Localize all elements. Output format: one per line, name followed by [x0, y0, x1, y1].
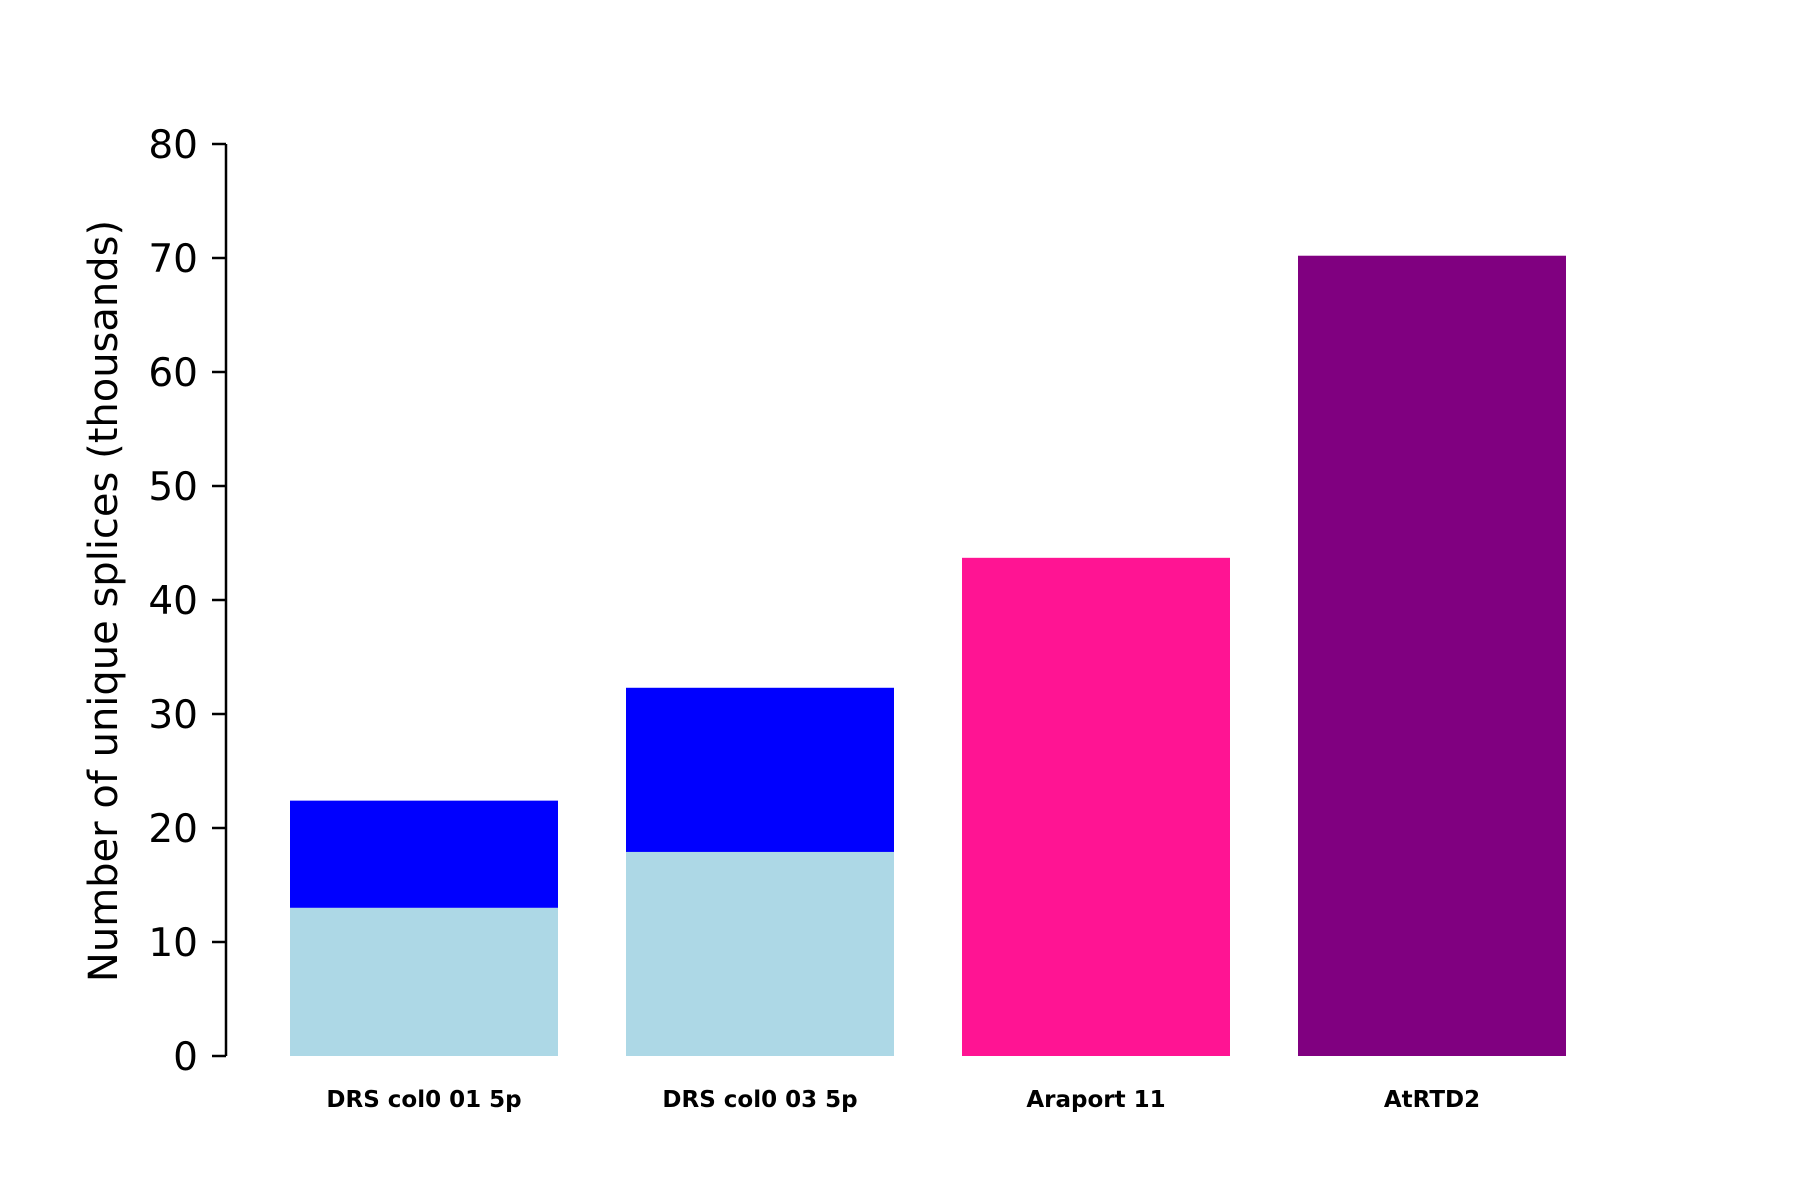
x-category-label: Araport 11: [1026, 1087, 1165, 1113]
y-tick-label: 20: [148, 807, 198, 852]
x-category-label: DRS col0 01 5p: [326, 1087, 521, 1113]
bar-2-segment-2: [626, 687, 894, 852]
bars: [290, 255, 1566, 1057]
y-axis-label: Number of unique splices (thousands): [81, 220, 127, 982]
y-tick-label: 0: [173, 1035, 198, 1080]
bar-4-segment-1: [1298, 255, 1566, 1057]
y-axis-ticks: 0 10 20 30 40 50 60 70 80: [148, 123, 226, 1080]
x-category-label: DRS col0 03 5p: [662, 1087, 857, 1113]
bar-3-segment-1: [962, 557, 1230, 1056]
x-axis-labels: DRS col0 01 5p DRS col0 03 5p Araport 11 At…: [326, 1087, 1480, 1113]
bar-1-segment-1: [290, 907, 558, 1056]
x-category-label: AtRTD2: [1384, 1087, 1480, 1113]
y-tick-label: 50: [148, 465, 198, 510]
y-tick-label: 10: [148, 921, 198, 966]
bar-2-segment-1: [626, 851, 894, 1056]
y-tick-label: 70: [148, 237, 198, 282]
y-tick-label: 80: [148, 123, 198, 168]
y-tick-label: 30: [148, 693, 198, 738]
y-tick-label: 40: [148, 579, 198, 624]
bar-1-segment-2: [290, 800, 558, 908]
y-tick-label: 60: [148, 351, 198, 396]
